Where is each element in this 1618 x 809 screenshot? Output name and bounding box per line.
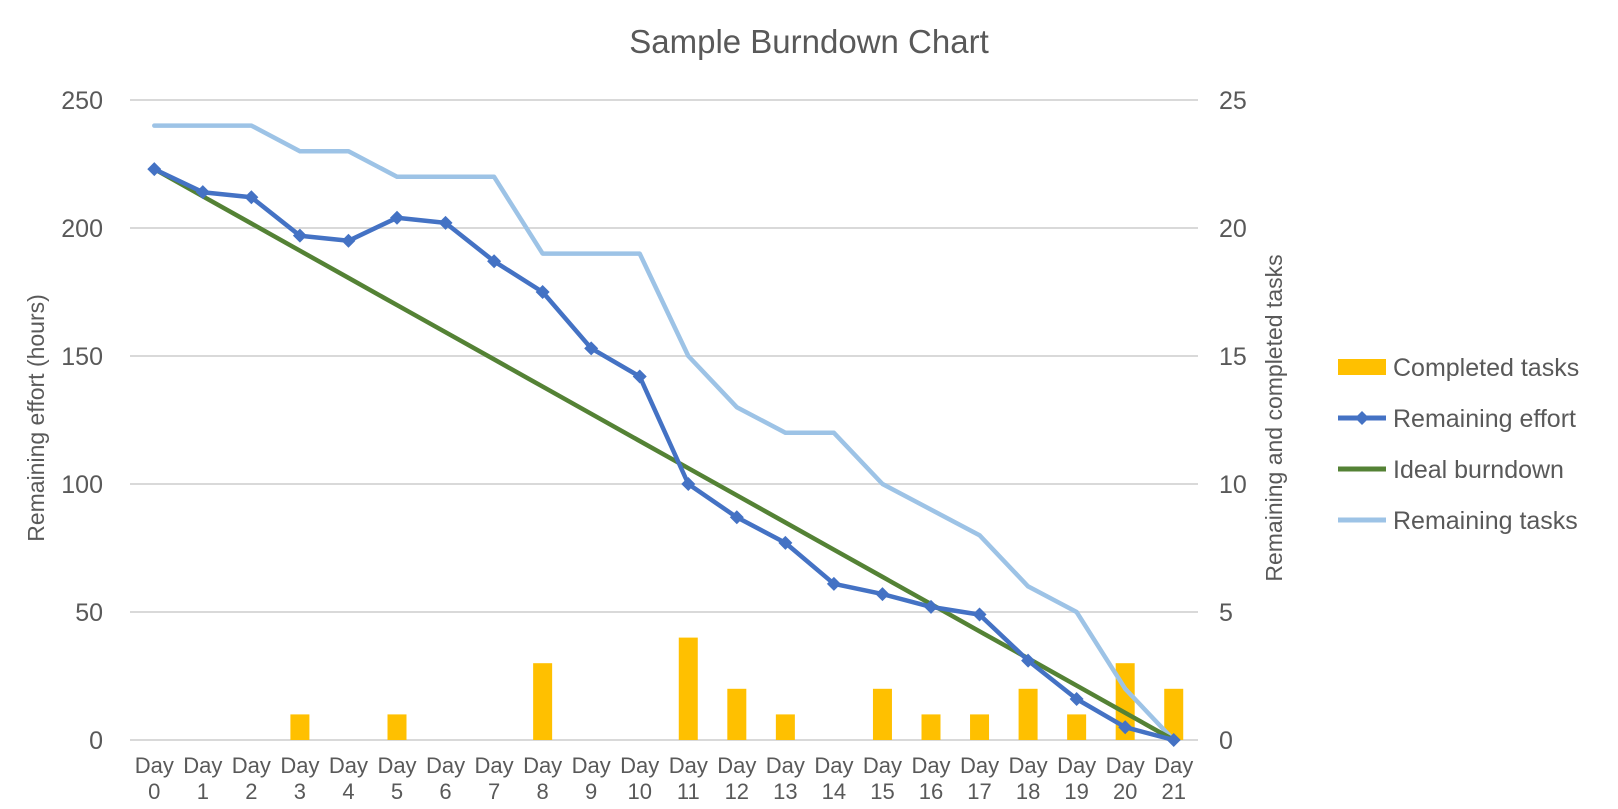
marker-remaining-effort (584, 341, 599, 356)
y-left-tick-label: 0 (89, 727, 103, 755)
y-right-tick-label: 15 (1219, 343, 1247, 371)
marker-remaining-effort (729, 510, 744, 525)
legend-item: Remaining tasks (1338, 507, 1578, 535)
bar-completed-tasks (775, 714, 795, 740)
legend-label: Ideal burndown (1393, 456, 1564, 484)
bar-completed-tasks (290, 714, 310, 740)
bar-completed-tasks (921, 714, 941, 740)
bar-completed-tasks (387, 714, 407, 740)
x-tick-label: Day 17 (960, 753, 999, 804)
y-right-tick-label: 5 (1219, 599, 1233, 627)
y-left-tick-label: 150 (61, 343, 103, 371)
bar-completed-tasks (970, 714, 990, 740)
marker-remaining-effort (1118, 720, 1133, 735)
legend-item: Completed tasks (1338, 354, 1579, 382)
line-remaining-tasks (152, 123, 1176, 743)
x-tick-label: Day 8 (523, 753, 562, 804)
marker-remaining-effort (195, 185, 210, 200)
legend-item: Ideal burndown (1338, 456, 1564, 484)
y-left-tick-label: 200 (61, 215, 103, 243)
legend: Completed tasks Remaining effort Ideal bur… (1338, 354, 1579, 535)
marker-remaining-effort (1166, 733, 1181, 747)
line-remaining-effort (152, 166, 1176, 743)
y-left-tick-label: 50 (75, 599, 103, 627)
marker-remaining-effort (147, 162, 162, 177)
right-axis-label: Remaining and completed tasks (1261, 254, 1287, 581)
legend-swatch (1338, 359, 1386, 375)
gridlines (130, 99, 1198, 741)
x-tick-label: Day 14 (814, 753, 853, 804)
legend-label: Remaining tasks (1393, 507, 1578, 535)
legend-label: Completed tasks (1393, 354, 1579, 382)
x-tick-label: Day 2 (232, 753, 271, 804)
chart-title: Sample Burndown Chart (629, 23, 989, 60)
x-tick-label: Day 10 (620, 753, 659, 804)
x-tick-label: Day 7 (475, 753, 514, 804)
marker-remaining-effort (390, 210, 404, 225)
right-axis-ticks: 0 5 10 15 20 25 (1219, 87, 1247, 755)
x-tick-label: Day 19 (1057, 753, 1096, 804)
x-tick-label: Day 21 (1154, 753, 1193, 804)
x-tick-label: Day 13 (766, 753, 805, 804)
x-tick-label: Day 9 (572, 753, 611, 804)
marker-remaining-effort (875, 587, 890, 602)
bar-completed-tasks (872, 688, 892, 740)
x-tick-label: Day 4 (329, 753, 368, 804)
marker-remaining-effort (1069, 692, 1084, 707)
y-left-tick-label: 100 (61, 471, 103, 499)
marker-remaining-effort (487, 254, 502, 269)
marker-remaining-effort (1021, 653, 1036, 668)
marker-remaining-effort (924, 599, 938, 614)
marker-remaining-effort (972, 607, 987, 622)
bar-series (290, 637, 1184, 740)
bar-completed-tasks (1018, 688, 1038, 740)
bar-completed-tasks (533, 663, 553, 740)
marker-remaining-effort (681, 477, 696, 491)
marker-remaining-effort (292, 228, 307, 243)
legend-item: Remaining effort (1338, 405, 1576, 433)
y-left-tick-label: 250 (61, 87, 103, 115)
bar-completed-tasks (1067, 714, 1087, 740)
line-ideal-burndown (152, 166, 1176, 743)
x-tick-label: Day 1 (183, 753, 222, 804)
x-tick-label: Day 20 (1106, 753, 1145, 804)
y-right-tick-label: 20 (1219, 215, 1247, 243)
marker-remaining-effort (826, 576, 841, 591)
x-tick-label: Day 3 (280, 753, 319, 804)
y-right-tick-label: 25 (1219, 87, 1247, 115)
legend-label: Remaining effort (1393, 405, 1576, 433)
line-series (147, 123, 1181, 747)
left-axis-label: Remaining effort (hours) (23, 294, 49, 542)
x-tick-label: Day 0 (135, 753, 174, 804)
marker-remaining-effort (341, 233, 356, 248)
marker-remaining-effort (438, 215, 453, 230)
marker-remaining-effort (778, 535, 793, 550)
marker-remaining-effort (535, 285, 550, 299)
marker-remaining-effort (244, 190, 259, 205)
x-tick-label: Day 15 (863, 753, 902, 804)
bar-completed-tasks (727, 688, 747, 740)
legend-marker (1355, 411, 1369, 425)
x-tick-label: Day 18 (1009, 753, 1048, 804)
marker-remaining-effort (632, 369, 647, 384)
x-tick-label: Day 6 (426, 753, 465, 804)
y-right-tick-label: 10 (1219, 471, 1247, 499)
bar-completed-tasks (1164, 688, 1184, 740)
left-axis-ticks: 0 50 100 150 200 250 (61, 87, 103, 755)
x-tick-label: Day 5 (377, 753, 416, 804)
x-tick-label: Day 11 (669, 753, 708, 804)
y-right-tick-label: 0 (1219, 727, 1233, 755)
x-tick-label: Day 12 (717, 753, 756, 804)
bar-completed-tasks (678, 637, 698, 740)
x-tick-label: Day 16 (911, 753, 950, 804)
